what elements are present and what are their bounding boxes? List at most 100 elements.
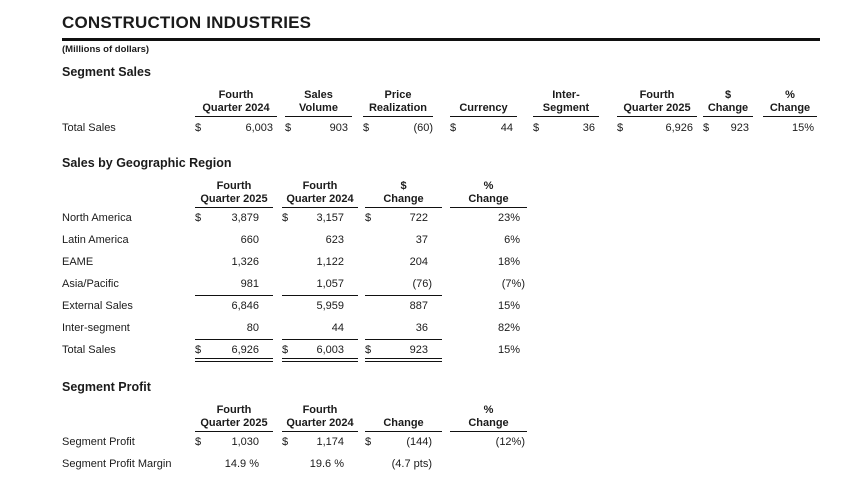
segment-sales-table: Fourth Quarter 2024 Sales Volume Price R…	[62, 89, 865, 138]
dollar-sign: $	[365, 212, 372, 224]
cell: 5,959	[282, 296, 358, 318]
cell: 204	[365, 252, 442, 274]
cell-value: 80	[246, 322, 259, 334]
table-row: North America $3,879 $3,157 $722 23%	[62, 208, 865, 230]
column-header-line1: Fourth	[302, 404, 338, 416]
table-row: Latin America 660 623 37 6%	[62, 230, 865, 252]
page-title: CONSTRUCTION INDUSTRIES	[62, 13, 312, 32]
cell: $722	[365, 208, 442, 230]
segment-sales-header-row: Fourth Quarter 2024 Sales Volume Price R…	[62, 89, 865, 117]
column-header: % Change	[450, 180, 527, 208]
table-row: Total Sales $6,926 $6,003 $923 15%	[62, 340, 865, 362]
column-header-line1	[365, 404, 442, 417]
column-header: Change	[365, 404, 442, 432]
row-label: Total Sales	[62, 344, 116, 356]
cell-value: 36	[415, 322, 428, 334]
column-header: Inter- Segment	[533, 89, 599, 117]
cell: 44	[282, 318, 358, 340]
cell-value: 6,003	[316, 344, 344, 356]
table-row: Inter-segment 80 44 36 82%	[62, 318, 865, 340]
dollar-sign: $	[282, 212, 289, 224]
column-header-line1: %	[483, 180, 494, 192]
cell-value: 6,003	[245, 122, 273, 134]
geo-header-row: Fourth Quarter 2025 Fourth Quarter 2024 …	[62, 180, 865, 208]
segment-profit-table: Fourth Quarter 2025 Fourth Quarter 2024 …	[62, 404, 865, 476]
column-header-line1: Inter-	[552, 89, 580, 101]
column-header-line1: Fourth	[216, 404, 252, 416]
cell: (12%)	[450, 432, 527, 454]
dollar-sign: $	[365, 436, 372, 448]
cell: 36	[365, 318, 442, 340]
cell-value: 1,326	[231, 256, 259, 268]
column-header-line2: Realization	[368, 102, 428, 114]
dollar-sign: $	[195, 436, 202, 448]
units-note: (Millions of dollars)	[62, 44, 150, 55]
cell-value: 3,879	[231, 212, 259, 224]
dollar-sign: $	[285, 122, 292, 134]
dollar-sign: $	[450, 122, 457, 134]
cell-value: 19.6 %	[309, 458, 344, 470]
cell: 981	[195, 274, 273, 296]
cell: $6,003	[282, 340, 358, 362]
column-header: Currency	[450, 89, 517, 117]
cell-value: (4.7 pts)	[391, 458, 432, 470]
cell: $44	[450, 117, 517, 138]
cell-value: 6%	[504, 234, 520, 246]
cell-value: 923	[409, 344, 428, 356]
column-header: Fourth Quarter 2024	[282, 404, 358, 432]
cell: $903	[285, 117, 352, 138]
cell	[450, 454, 527, 476]
column-header-line2: Segment	[542, 102, 590, 114]
cell: 1,122	[282, 252, 358, 274]
column-header-line2: Currency	[459, 102, 508, 114]
cell-value: 37	[415, 234, 428, 246]
cell: $923	[703, 117, 753, 138]
cell-value: (60)	[413, 122, 433, 134]
cell: $1,174	[282, 432, 358, 454]
column-header-line2: Quarter 2025	[200, 193, 268, 205]
column-header-line2: Change	[769, 102, 811, 114]
cell: 1,326	[195, 252, 273, 274]
cell-value: 36	[582, 122, 595, 134]
column-header-line1: Fourth	[302, 180, 338, 192]
cell-value: 15%	[497, 300, 520, 312]
cell: 14.9 %	[195, 454, 273, 476]
cell-value: (144)	[406, 436, 432, 448]
column-header: Fourth Quarter 2025	[195, 180, 273, 208]
cell-value: 15%	[497, 344, 520, 356]
cell: $3,157	[282, 208, 358, 230]
dollar-sign: $	[195, 344, 202, 356]
column-header-line1: Sales	[304, 89, 333, 101]
cell: $6,926	[195, 340, 273, 362]
table-row: Segment Profit Margin 14.9 % 19.6 % (4.7…	[62, 454, 865, 476]
cell: 37	[365, 230, 442, 252]
dollar-sign: $	[365, 344, 372, 356]
table-row: Segment Profit $1,030 $1,174 $ (144) (12%…	[62, 432, 865, 454]
dollar-sign: $	[282, 344, 289, 356]
cell: 15%	[450, 296, 527, 318]
cell-value: 18%	[497, 256, 520, 268]
cell: $6,003	[195, 117, 277, 138]
column-header-line1: Fourth	[639, 89, 675, 101]
column-header-line1: %	[785, 89, 795, 101]
cell-value: 981	[240, 278, 259, 290]
column-header: Price Realization	[363, 89, 433, 117]
column-header: Sales Volume	[285, 89, 352, 117]
table-row: External Sales 6,846 5,959 887 15%	[62, 296, 865, 318]
cell: (7%)	[450, 274, 527, 296]
cell: 623	[282, 230, 358, 252]
cell: 82%	[450, 318, 527, 340]
column-header-line1: $	[400, 180, 407, 192]
cell: 887	[365, 296, 442, 318]
cell-value: 6,846	[231, 300, 259, 312]
row-label: External Sales	[62, 300, 133, 312]
cell-value: 1,174	[316, 436, 344, 448]
cell: $6,926	[617, 117, 697, 138]
column-header: Fourth Quarter 2024	[282, 180, 358, 208]
cell-value: 5,959	[316, 300, 344, 312]
cell-value: 23%	[497, 212, 520, 224]
cell-value: 722	[409, 212, 428, 224]
column-header-line2: Change	[383, 417, 424, 429]
cell-value: 204	[409, 256, 428, 268]
